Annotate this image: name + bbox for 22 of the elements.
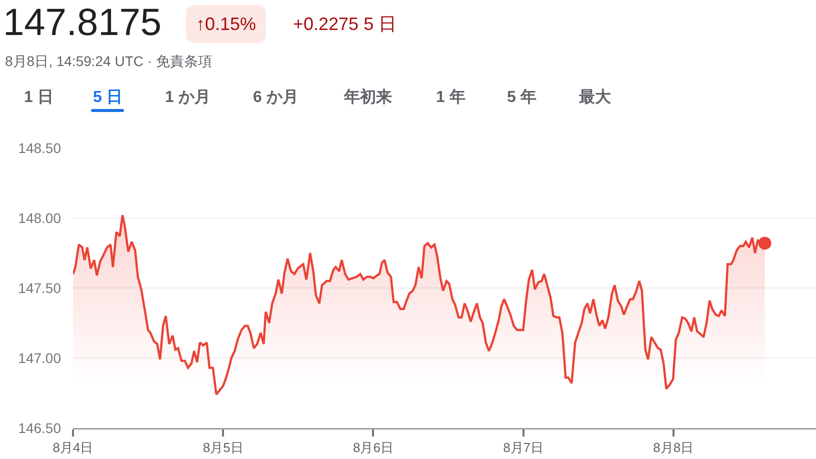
text: 5 日 xyxy=(93,88,122,108)
text: 5 年 xyxy=(507,88,536,108)
x-tick-label: 8月4日 xyxy=(52,440,94,456)
y-tick-label: 147.50 xyxy=(18,280,62,296)
x-tick-label: 8月5日 xyxy=(202,440,244,456)
text: 6 か月 xyxy=(253,88,298,108)
text: ↑0.15% xyxy=(186,5,266,43)
x-tick-label: 8月7日 xyxy=(503,440,544,456)
chart-title: 147.8175 xyxy=(3,2,162,45)
text: +0.2275 5 日 xyxy=(293,13,397,36)
x-tick-label: 8月6日 xyxy=(352,440,394,456)
chart-subtitle: 8月8日, 14:59:24 UTC · 免責条項 xyxy=(5,53,212,71)
text: 1 年 xyxy=(436,88,466,108)
x-tick-label: 8月8日 xyxy=(653,440,694,456)
y-tick-label: 146.50 xyxy=(18,420,62,436)
text: 1 か月 xyxy=(165,88,210,108)
y-tick-label: 148.50 xyxy=(18,140,62,156)
y-tick-label: 148.00 xyxy=(18,210,62,226)
text: 最大 xyxy=(579,88,611,108)
text: 年初来 xyxy=(344,87,392,108)
text: 1 日 xyxy=(24,88,54,108)
y-tick-label: 147.00 xyxy=(18,350,62,366)
